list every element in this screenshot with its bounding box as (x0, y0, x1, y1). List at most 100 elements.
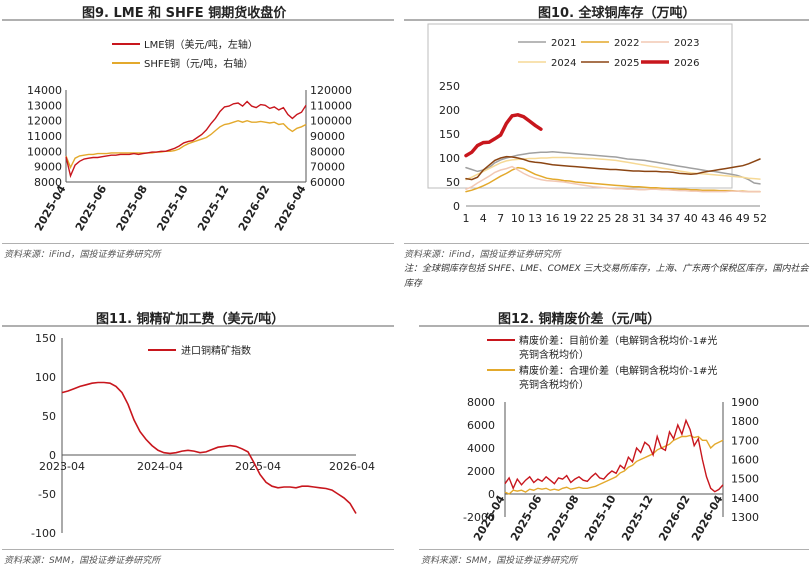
fig9-xtick: 2025-04 (32, 183, 69, 234)
fig9-chart: 8000 9000 10000 11000 12000 13000 14000 60000 70… (27, 38, 352, 234)
fig10-legend-label-2024: 2024 (551, 58, 576, 69)
fig9-title-rule (2, 19, 394, 21)
fig10-title: 图10. 全球铜库存（万吨） (538, 6, 696, 21)
fig12-title-rule (419, 325, 809, 327)
fig10-xtick: 37 (667, 212, 681, 225)
fig10-title-rule (404, 19, 809, 21)
fig12-ytick-left: -2000 (463, 511, 495, 524)
fig10-source: 资料来源：iFind，国投证券证券研究所 (404, 250, 561, 260)
fig10-legend-label-2025: 2025 (614, 58, 639, 69)
fig10-series-2026 (464, 113, 543, 158)
fig12-ytick-left: 8000 (467, 396, 495, 409)
fig12-ytick-right: 1800 (731, 415, 759, 428)
fig10-xtick: 43 (701, 212, 715, 225)
fig10-xtick: 52 (753, 212, 767, 225)
fig10-xtick: 46 (718, 212, 732, 225)
fig10-xtick: 49 (736, 212, 750, 225)
fig11-xtick: 2026-04 (329, 460, 375, 473)
fig9-ytick-right: 110000 (310, 99, 352, 112)
fig9-ytick-right: 80000 (310, 145, 345, 158)
fig10-xtick: 28 (615, 212, 629, 225)
fig9-xtick: 2025-12 (195, 183, 232, 233)
fig10-legend-label-2023: 2023 (674, 38, 699, 49)
fig12-ytick-left: 4000 (467, 442, 495, 455)
fig11-source: 资料来源：SMM，国投证券证券研究所 (4, 556, 161, 566)
fig10-xtick: 25 (597, 212, 611, 225)
fig9-ytick-right: 60000 (310, 176, 345, 189)
fig12-ytick-left: 6000 (467, 419, 495, 432)
fig11-title-rule (2, 325, 394, 327)
fig12-legend-current-label: 精废价差：目前价差（电解铜含税均价-1#光亮铜含税均价） (519, 334, 717, 361)
fig12-xtick: 2026-04 (689, 493, 726, 544)
fig9-xtick: 2025-08 (114, 183, 151, 233)
fig12-xtick: 2025-06 (508, 493, 545, 544)
fig9-series-shfe (65, 119, 307, 170)
fig9-legend-label-lme: LME铜（美元/吨，左轴） (144, 38, 258, 51)
fig11-ytick: 50 (42, 410, 56, 423)
fig9-xtick: 2025-06 (73, 183, 110, 234)
fig12-xtick: 2025-08 (545, 493, 582, 543)
fig12-xtick: 2025-10 (582, 493, 619, 544)
fig9-ytick-right: 100000 (310, 115, 352, 128)
fig10-xtick: 13 (528, 212, 542, 225)
fig10-bottom-rule (404, 243, 809, 244)
fig10-xtick: 22 (580, 212, 594, 225)
fig12-title: 图12. 铜精废价差（元/吨） (498, 312, 661, 327)
fig11-bottom-rule (2, 549, 394, 550)
fig11-series-tc (61, 381, 357, 514)
fig11-xtick: 2024-04 (137, 460, 183, 473)
fig12-ytick-right: 1300 (731, 511, 759, 524)
fig10-note: 注：全球铜库存包括 SHFE、LME、COMEX 三大交易所库存，上海、广东两个… (404, 264, 809, 289)
fig9-legend-label-shfe: SHFE铜（元/吨，右轴） (144, 57, 253, 70)
fig10-ytick: 200 (439, 104, 460, 117)
fig11-ytick: 100 (35, 371, 56, 384)
fig12-ytick-right: 1700 (731, 434, 759, 447)
fig11-xtick: 2025-04 (235, 460, 281, 473)
fig10-xtick: 31 (632, 212, 646, 225)
fig10-ytick: 100 (439, 152, 460, 165)
fig9-xtick: 2026-02 (236, 183, 273, 233)
fig10-xtick: 1 (463, 212, 470, 225)
fig9-xtick: 2026-04 (272, 183, 309, 234)
fig11-title: 图11. 铜精矿加工费（美元/吨） (96, 312, 285, 327)
fig10-xtick: 7 (497, 212, 504, 225)
fig12-bottom-rule (419, 549, 809, 550)
fig9-bottom-rule (2, 243, 394, 244)
fig11-ytick: -100 (31, 527, 56, 540)
fig10-xtick: 16 (545, 212, 559, 225)
fig12-xtick: 2025-12 (619, 493, 656, 543)
fig9-ytick-left: 13000 (27, 99, 62, 112)
fig9-ytick-right: 90000 (310, 130, 345, 143)
fig12-legend-reasonable-label: 精废价差：合理价差（电解铜含税均价-1#光亮铜含税均价） (519, 364, 717, 391)
fig12-ytick-right: 1500 (731, 473, 759, 486)
fig12-chart: -2000 0 2000 4000 6000 8000 1300 1400 1500 1600 17… (463, 334, 759, 544)
fig9-title: 图9. LME 和 SHFE 铜期货收盘价 (82, 6, 287, 21)
fig10-series-2023 (465, 165, 761, 193)
fig9-series-lme (65, 100, 307, 179)
fig9-ytick-right: 70000 (310, 161, 345, 174)
fig10-ytick: 50 (446, 176, 460, 189)
fig10-chart: 0 50 100 150 200 250 1 4 7 10 13 16 19 22 25 28 31 34 37 40… (427, 23, 767, 225)
fig11-ytick: 0 (49, 449, 56, 462)
fig10-xtick: 10 (511, 212, 525, 225)
fig12-ytick-left: 0 (488, 488, 495, 501)
fig12-ytick-right: 1400 (731, 492, 759, 505)
fig10-legend-label-2022: 2022 (614, 38, 639, 49)
fig12-ytick-left: 2000 (467, 465, 495, 478)
fig11-ytick: 150 (35, 332, 56, 345)
fig9-ytick-left: 10000 (27, 145, 62, 158)
fig9-xtick: 2025-10 (154, 183, 191, 234)
fig9-ytick-left: 12000 (27, 115, 62, 128)
fig12-series-current (504, 418, 724, 493)
fig10-ytick: 250 (439, 80, 460, 93)
fig10-xtick: 40 (684, 212, 698, 225)
fig10-ytick: 150 (439, 128, 460, 141)
fig10-series-2024 (465, 156, 761, 181)
fig9-ytick-left: 9000 (34, 161, 62, 174)
fig10-legend-label-2021: 2021 (551, 38, 576, 49)
fig10-xtick: 34 (649, 212, 663, 225)
fig10-legend-label-2026: 2026 (674, 58, 699, 69)
fig9-ytick-right: 120000 (310, 84, 352, 97)
fig11-chart: -100 -50 0 50 100 150 2023-04 2024-04 2025-04 202… (31, 332, 375, 540)
fig10-plot-frame (427, 23, 733, 189)
